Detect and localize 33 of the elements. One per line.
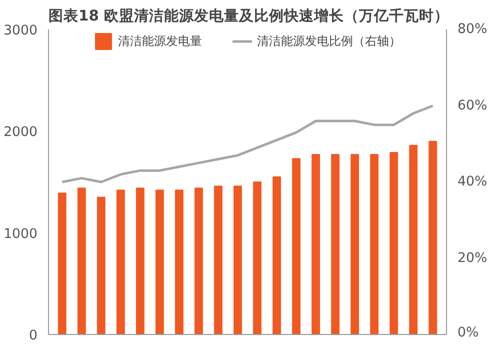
- y2-tick-label: 60%: [458, 98, 488, 114]
- bar: [292, 158, 300, 334]
- bar: [409, 144, 418, 334]
- y-tick-label: 0: [29, 328, 38, 344]
- bar: [96, 196, 106, 334]
- y2-tick-label: 20%: [458, 250, 488, 266]
- y2-tick-label: 80%: [458, 22, 488, 37]
- bar: [253, 182, 262, 334]
- bar: [390, 152, 398, 334]
- bar: [77, 188, 86, 334]
- bar: [156, 190, 164, 334]
- y-tick-label: 1000: [4, 226, 38, 242]
- line-series: [60, 104, 434, 184]
- chart-title: 图表18 欧盟清洁能源发电量及比例快速增长（万亿千瓦时）: [48, 8, 449, 24]
- bar: [350, 154, 360, 334]
- bar: [175, 190, 184, 334]
- bar: [136, 188, 144, 334]
- bar: [312, 154, 320, 334]
- bar: [58, 192, 66, 334]
- legend-label: 清洁能源发电量: [118, 32, 202, 50]
- bar: [272, 176, 281, 334]
- bar: [214, 186, 222, 334]
- bar: [370, 154, 379, 334]
- bar: [116, 190, 125, 334]
- legend-label: 清洁能源发电比例（右轴）: [257, 32, 401, 50]
- y-tick-label: 2000: [4, 125, 38, 140]
- bar: [428, 140, 438, 334]
- y-tick-label: 3000: [4, 24, 38, 38]
- bar: [194, 188, 203, 334]
- bar: [234, 186, 242, 334]
- bar: [331, 154, 340, 334]
- y2-tick-label: 40%: [458, 174, 488, 190]
- y2-tick-label: 0%: [458, 326, 479, 340]
